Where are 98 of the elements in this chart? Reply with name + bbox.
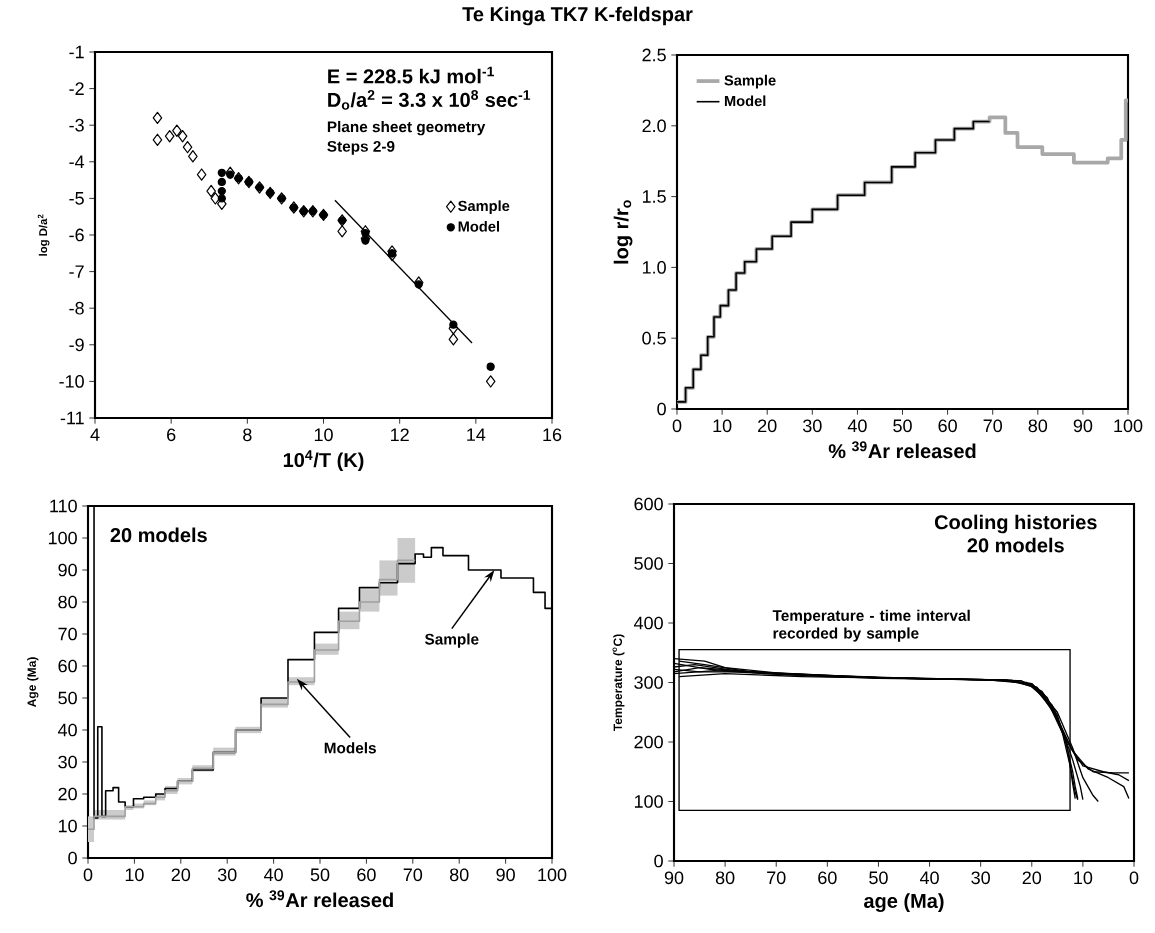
legend-label: Model [724,95,766,107]
x-tick-label: 30 [217,868,237,882]
x-tick-label: 70 [403,868,423,882]
chart-title: Te Kinga TK7 K-feldspar [462,6,693,26]
x-axis-title: 10$^{4}$/T (K) [283,450,364,472]
y-tick-label: 110 [50,499,77,513]
y-tick-label: -10 [59,375,84,388]
x-tick-label: 70 [767,871,786,885]
y-tick-label: -4 [69,155,85,168]
x-tick-label: 0 [672,419,682,433]
x-tick-label: 0 [83,868,93,882]
x-tick-label: 20 [1022,871,1042,885]
y-tick-label: 0.5 [642,331,666,345]
y-tick-label: -8 [69,301,84,315]
x-tick-label: 14 [467,428,486,441]
y-tick-label: -1 [69,45,84,59]
annotation: 20 models [110,527,207,543]
x-tick-label: 90 [1073,419,1093,433]
x-tick-label: 10 [125,868,144,882]
y-tick-label: 500 [634,557,663,570]
y-tick-label: 100 [48,531,77,545]
y-tick-label: 100 [634,795,663,808]
x-tick-label: 0 [1129,871,1139,885]
x-tick-label: 16 [543,428,562,442]
x-tick-label: 50 [310,868,330,882]
x-axis-title: % $^{39}$Ar released [246,890,393,908]
y-tick-label: 0 [657,402,666,416]
y-tick-label: 60 [58,659,77,673]
y-tick-label: -3 [69,118,84,132]
y-tick-label: 1.0 [642,261,666,274]
x-tick-label: 80 [715,871,735,885]
x-axis-title: age (Ma) [864,893,944,913]
x-tick-label: 100 [1114,419,1143,433]
x-tick-label: 40 [264,868,283,882]
y-tick-label: 10 [58,819,77,833]
y-tick-label: 90 [58,563,77,577]
x-tick-label: 20 [758,419,777,433]
y-tick-label: 600 [634,497,663,511]
annotation: Sample [424,633,479,648]
x-tick-label: 30 [802,419,822,433]
y-tick-label: 40 [58,723,77,737]
legend-label: Model [458,220,499,232]
x-tick-label: 60 [357,868,376,882]
y-axis-title: Temperature ($^{o}$C) [612,634,625,732]
y-tick-label: 0 [654,854,663,868]
x-axis-title: % $^{39}$Ar released [828,441,976,459]
y-axis-title: log r/r$_{o}$ [613,200,633,264]
x-tick-label: 10 [713,419,732,433]
y-tick-label: -5 [69,192,84,205]
x-tick-label: 40 [847,419,867,433]
annotation: Temperature - time interval recorded by sample [772,609,970,642]
y-tick-label: 1.5 [642,190,666,203]
x-tick-label: 10 [314,428,333,442]
y-axis-title: log D/a$^{2}$ [37,214,50,256]
y-tick-label: -9 [69,338,84,352]
x-tick-label: 60 [938,419,957,433]
x-tick-label: 20 [171,868,191,882]
x-tick-label: 90 [496,868,515,882]
y-tick-label: -7 [69,265,84,278]
x-tick-label: 80 [1028,419,1048,433]
x-tick-label: 50 [893,419,912,433]
y-tick-label: 30 [58,755,77,769]
y-tick-label: -6 [69,228,84,242]
y-tick-label: 50 [58,691,77,705]
y-tick-label: 300 [634,676,663,689]
y-tick-label: 0 [68,851,77,865]
y-tick-label: 400 [633,616,663,630]
x-tick-label: 6 [167,428,176,442]
y-tick-label: 200 [634,735,663,749]
legend-label: Sample [724,74,776,89]
annotation: Cooling histories [934,514,1097,534]
annotation: D$_{o}$/a$^{2}$ = 3.3 x 10$^{8}$ sec$^{-1}$ [328,90,531,110]
x-tick-label: 30 [971,871,990,885]
annotation: 20 models [967,537,1064,553]
y-tick-label: 2.5 [642,48,666,62]
annotation: E = 228.5 kJ mol$^{-1}$ [328,66,494,84]
x-tick-label: 12 [391,428,409,441]
x-tick-label: 60 [818,871,837,885]
annotation: Steps 2-9 [327,140,395,155]
x-tick-label: 40 [919,871,939,885]
x-tick-label: 8 [243,428,252,442]
x-tick-label: 50 [869,871,888,885]
x-tick-label: 70 [983,419,1003,433]
annotation: Plane sheet geometry [327,120,486,136]
x-tick-label: 100 [538,868,567,882]
annotation: Models [324,742,376,754]
x-tick-label: 4 [90,428,100,441]
x-tick-label: 90 [664,871,684,885]
y-axis-title: Age (Ma) [27,657,39,708]
y-tick-label: 80 [58,595,77,609]
legend-label: Sample [458,200,510,214]
y-tick-label: 2.0 [642,119,666,133]
y-tick-label: -2 [69,82,84,95]
x-tick-label: 80 [449,868,469,882]
x-tick-label: 10 [1074,871,1093,885]
y-tick-label: -11 [60,411,84,425]
y-tick-label: 70 [58,627,77,641]
y-tick-label: 20 [58,787,77,801]
